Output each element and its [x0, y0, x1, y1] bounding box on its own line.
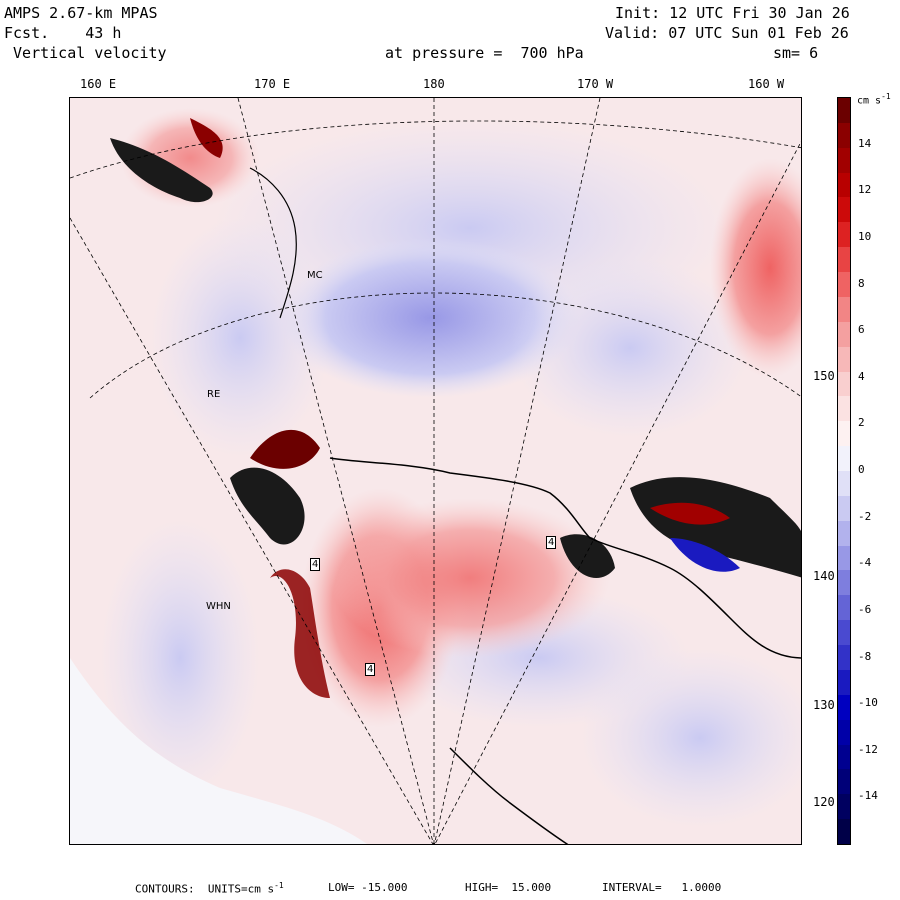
colorbar-segment [838, 471, 850, 497]
colorbar-tick-label: -4 [858, 556, 872, 570]
lon-label-160w: 160 W [748, 77, 785, 91]
colorbar-tick-label: 12 [858, 183, 872, 197]
footer-high: HIGH= 15.000 [465, 881, 552, 894]
subsidence-region-east [510, 258, 750, 438]
subsidence-region-west [150, 218, 330, 458]
meridian-160e [70, 217, 434, 844]
subsidence-region-center [280, 238, 580, 398]
colorbar-segment [838, 645, 850, 671]
colorbar-segment [838, 272, 850, 298]
strong-vv-band-nw [110, 138, 213, 203]
meridian-170e [237, 98, 434, 844]
colorbar-segment [838, 296, 850, 323]
valid-time: Valid: 07 UTC Sun 01 Feb 26 [605, 24, 849, 42]
smoothing: sm= 6 [773, 44, 819, 62]
strong-vv-band-west-red [250, 429, 320, 469]
subsidence-region-sw [100, 518, 260, 798]
colorbar-segment [838, 98, 850, 124]
strong-vv-band-west [230, 467, 305, 545]
meridian-160w [434, 140, 801, 844]
contour-marker: 4 [546, 536, 557, 549]
lon-label-170w: 170 W [577, 77, 614, 91]
colorbar-tick-label: 0 [858, 463, 865, 476]
strong-vv-band-east-red [650, 502, 730, 525]
colorbar-segment [838, 222, 850, 248]
colorbar-segment [838, 346, 850, 373]
colorbar-segment [838, 520, 850, 547]
footer-interval: INTERVAL= 1.0000 [602, 881, 722, 894]
colorbar-segment [838, 421, 850, 447]
ascent-region-east [330, 498, 610, 658]
model-title: AMPS 2.67-km MPAS [4, 4, 158, 22]
colorbar-segment [838, 545, 850, 571]
colorbar-segment [838, 694, 850, 721]
strong-vv-band-east-blue [670, 538, 740, 572]
colorbar-tick-label: 8 [858, 276, 865, 290]
colorbar-segment [838, 719, 850, 746]
colorbar-segment [838, 595, 850, 621]
parallel-mid [89, 292, 801, 399]
lon-label-170e: 170 E [254, 77, 291, 91]
colorbar-segment [838, 147, 850, 174]
colorbar-tick-label: 10 [858, 229, 872, 243]
colorbar-tick-label: -8 [858, 649, 872, 663]
colorbar-segment [838, 769, 850, 795]
colorbar-tick-label: -10 [858, 696, 878, 710]
colorbar [837, 97, 851, 845]
colorbar-tick-label: -12 [858, 742, 878, 756]
lon-label-180: 180 [423, 77, 445, 91]
colorbar-segment [838, 122, 850, 149]
strong-vv-band-nw-red [190, 118, 223, 158]
colorbar-tick-label: 2 [858, 416, 865, 430]
colorbar-tick-label: 14 [858, 136, 872, 150]
colorbar-segment [838, 570, 850, 596]
colorbar-segment [838, 744, 850, 770]
vertical-velocity-field [70, 98, 801, 844]
colorbar-segment [838, 197, 850, 223]
colorbar-segment [838, 247, 850, 273]
meridian-170w [434, 98, 601, 844]
colorbar-segment [838, 794, 850, 820]
ice-sheet-region [70, 658, 368, 844]
forecast-hour: Fcst. 43 h [4, 24, 122, 42]
colorbar-segment [838, 495, 850, 522]
footer-low: LOW= -15.000 [328, 881, 408, 894]
colorbar-tick-label: 6 [858, 323, 865, 337]
map-panel: RE WHN MC 4 4 4 [69, 97, 802, 845]
colorbar-units: cm s-1 [857, 92, 891, 107]
subsidence-region-se [580, 648, 801, 828]
colorbar-tick-label: -2 [858, 509, 872, 523]
parallel-north [70, 120, 801, 179]
colorbar-segment [838, 669, 850, 696]
colorbar-segment [838, 321, 850, 348]
strong-vv-band-east [630, 477, 801, 578]
pressure-level: at pressure = 700 hPa [385, 44, 584, 62]
colorbar-segment [838, 620, 850, 646]
station-label-whn: WHN [206, 601, 231, 612]
coastline-east [329, 457, 801, 659]
colorbar-tick-label: -14 [858, 789, 878, 803]
colorbar-segment [838, 396, 850, 422]
coastline-south [449, 747, 569, 844]
ascent-region-ne [710, 158, 801, 378]
station-label-mc: MC [307, 270, 323, 281]
init-time: Init: 12 UTC Fri 30 Jan 26 [615, 4, 850, 22]
colorbar-segment [838, 172, 850, 198]
footer-contours: CONTOURS: UNITS=cm s-1 [135, 881, 284, 896]
colorbar-segment [838, 371, 850, 397]
contour-marker: 4 [310, 558, 321, 571]
station-label-re: RE [207, 389, 221, 400]
colorbar-segment [838, 819, 850, 845]
colorbar-segment [838, 446, 850, 472]
colorbar-tick-label: 4 [858, 369, 865, 383]
lon-label-160e: 160 E [80, 77, 117, 91]
colorbar-tick-label: -6 [858, 602, 872, 616]
strong-vv-band-mid [560, 534, 615, 578]
strong-vv-band-coast [270, 569, 330, 698]
field-name: Vertical velocity [4, 44, 167, 62]
contour-marker: 4 [365, 663, 376, 676]
